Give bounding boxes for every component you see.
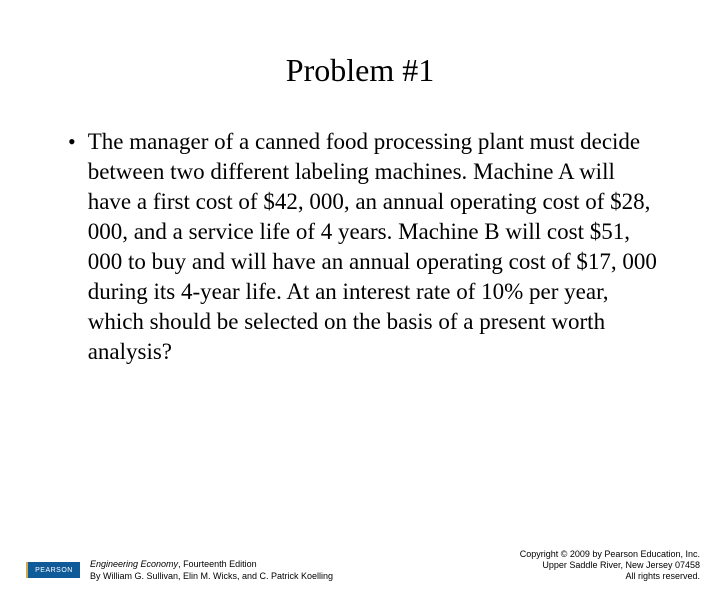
body-text: The manager of a canned food processing … — [88, 127, 664, 367]
book-edition: , Fourteenth Edition — [178, 559, 257, 569]
copyright-line-1: Copyright © 2009 by Pearson Education, I… — [520, 549, 700, 559]
copyright-line-3: All rights reserved. — [625, 571, 700, 581]
book-title: Engineering Economy — [90, 559, 178, 569]
pearson-logo: PEARSON — [28, 562, 80, 578]
slide-content: • The manager of a canned food processin… — [0, 127, 720, 367]
slide-title: Problem #1 — [0, 52, 720, 89]
footer-right: Copyright © 2009 by Pearson Education, I… — [520, 549, 700, 582]
book-authors: By William G. Sullivan, Elin M. Wicks, a… — [90, 571, 333, 581]
bullet-marker: • — [68, 127, 76, 157]
copyright-line-2: Upper Saddle River, New Jersey 07458 — [542, 560, 700, 570]
slide-footer: PEARSON Engineering Economy, Fourteenth … — [0, 549, 720, 582]
footer-left: Engineering Economy, Fourteenth Edition … — [90, 558, 520, 582]
bullet-item: • The manager of a canned food processin… — [64, 127, 664, 367]
